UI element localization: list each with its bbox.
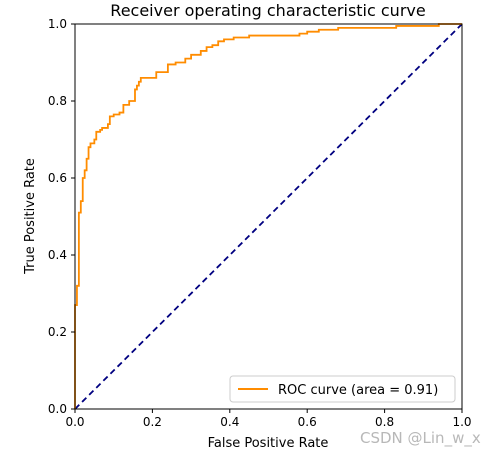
axis-ticks: 0.0 0.2 0.4 0.6 0.8 1.0 0.0 0.2 0.4 0.6 0.8 1.0 bbox=[48, 17, 472, 429]
chance-diagonal-line bbox=[74, 23, 463, 410]
y-tick-label: 0.6 bbox=[48, 171, 67, 185]
x-tick-label: 0.8 bbox=[375, 415, 394, 429]
y-tick-label: 0.8 bbox=[48, 94, 67, 108]
plot-area bbox=[74, 23, 463, 410]
x-tick-label: 0.0 bbox=[65, 415, 84, 429]
x-tick-label: 1.0 bbox=[452, 415, 471, 429]
y-tick-label: 0.2 bbox=[48, 325, 67, 339]
plot-frame bbox=[74, 23, 463, 410]
y-axis-label: True Positive Rate bbox=[23, 158, 38, 275]
legend-label-roc: ROC curve (area = 0.91) bbox=[278, 383, 438, 398]
y-tick-label: 0.0 bbox=[48, 402, 67, 416]
y-tick-label: 0.4 bbox=[48, 248, 67, 262]
watermark: CSDN @Lin_w_x bbox=[360, 429, 481, 447]
x-tick-label: 0.6 bbox=[298, 415, 317, 429]
chart-title: Receiver operating characteristic curve bbox=[110, 1, 425, 20]
x-tick-label: 0.2 bbox=[143, 415, 162, 429]
roc-curve-line bbox=[74, 23, 462, 409]
y-tick-label: 1.0 bbox=[48, 17, 67, 31]
x-tick-label: 0.4 bbox=[220, 415, 239, 429]
legend: ROC curve (area = 0.91) bbox=[229, 375, 456, 403]
legend-box bbox=[229, 375, 456, 403]
x-axis-label: False Positive Rate bbox=[208, 436, 329, 451]
